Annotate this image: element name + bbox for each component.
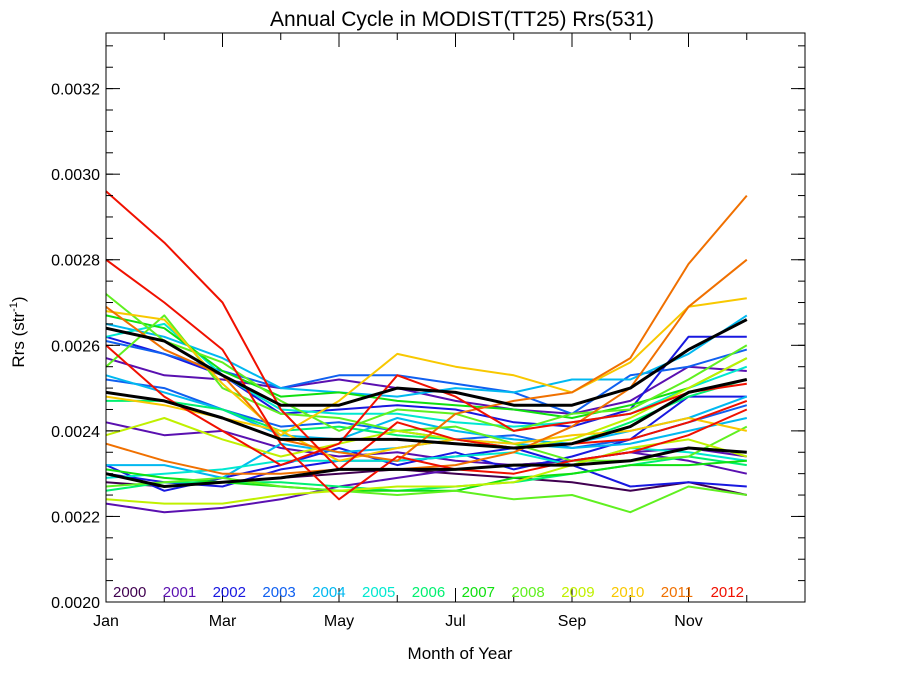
- x-axis-label: Month of Year: [408, 644, 513, 663]
- series-line-24: [105, 297, 747, 437]
- series-line-23: [105, 357, 748, 458]
- series-line-22: [105, 438, 748, 505]
- chart-title: Annual Cycle in MODIST(TT25) Rrs(531): [270, 8, 654, 31]
- x-tick-label: May: [324, 613, 354, 630]
- x-tick-label: Mar: [209, 613, 237, 630]
- legend-item-2009: 2009: [561, 584, 594, 601]
- legend-item-2004: 2004: [312, 584, 345, 601]
- y-tick-label: 0.0024: [51, 424, 100, 441]
- legend-item-2008: 2008: [511, 584, 544, 601]
- y-axis-label-close: ): [9, 296, 28, 302]
- legend-item-2010: 2010: [611, 584, 644, 601]
- series-line-20: [105, 476, 747, 514]
- x-tick-label: Sep: [558, 613, 587, 630]
- y-tick-label: 0.0030: [51, 167, 100, 184]
- y-tick-label: 0.0022: [51, 509, 100, 526]
- legend-item-2003: 2003: [262, 584, 295, 601]
- legend-item-2012: 2012: [711, 584, 744, 601]
- plot-lines: [105, 190, 748, 514]
- tick-labels: 0.0020 0.0022 0.0024 0.0026 0.0028 0.0030 0.00…: [51, 82, 703, 630]
- y-tick-label: 0.0032: [51, 82, 100, 99]
- y-tick-label: 0.0028: [51, 253, 100, 270]
- legend: 2000 2001 2002 2003 2004 2005 2006 2007 2008 2009…: [113, 584, 744, 601]
- series-line-26: [105, 194, 748, 462]
- series-line-4: [105, 357, 747, 415]
- x-tick-label: Nov: [674, 613, 702, 630]
- series-line-27: [105, 258, 748, 475]
- series-line-31: [105, 318, 748, 407]
- legend-item-2011: 2011: [661, 584, 693, 601]
- series-line-28: [105, 190, 748, 471]
- series-line-17: [105, 314, 748, 419]
- series-line-29: [105, 258, 748, 501]
- plot-frame: [105, 32, 806, 603]
- legend-item-2000: 2000: [113, 584, 146, 601]
- axis-ticks: [105, 33, 806, 603]
- series-line-33: [105, 446, 747, 488]
- y-tick-label: 0.0020: [51, 595, 100, 612]
- series-line-3: [105, 451, 748, 514]
- legend-item-2006: 2006: [412, 584, 445, 601]
- series-line-30: [105, 344, 747, 467]
- y-axis-label-main: Rrs (str: [9, 312, 28, 368]
- y-axis-label-superscript: -1: [8, 302, 20, 312]
- series-line-19: [105, 293, 748, 432]
- legend-item-2001: 2001: [163, 584, 196, 601]
- y-axis-label: Rrs (str-1): [8, 296, 28, 367]
- legend-item-2002: 2002: [213, 584, 246, 601]
- legend-item-2007: 2007: [462, 584, 495, 601]
- x-tick-label: Jul: [445, 613, 465, 630]
- y-tick-label: 0.0026: [51, 338, 100, 355]
- x-tick-label: Jan: [93, 613, 119, 630]
- series-line-2: [105, 421, 747, 467]
- series-line-32: [105, 378, 748, 450]
- legend-item-2005: 2005: [362, 584, 395, 601]
